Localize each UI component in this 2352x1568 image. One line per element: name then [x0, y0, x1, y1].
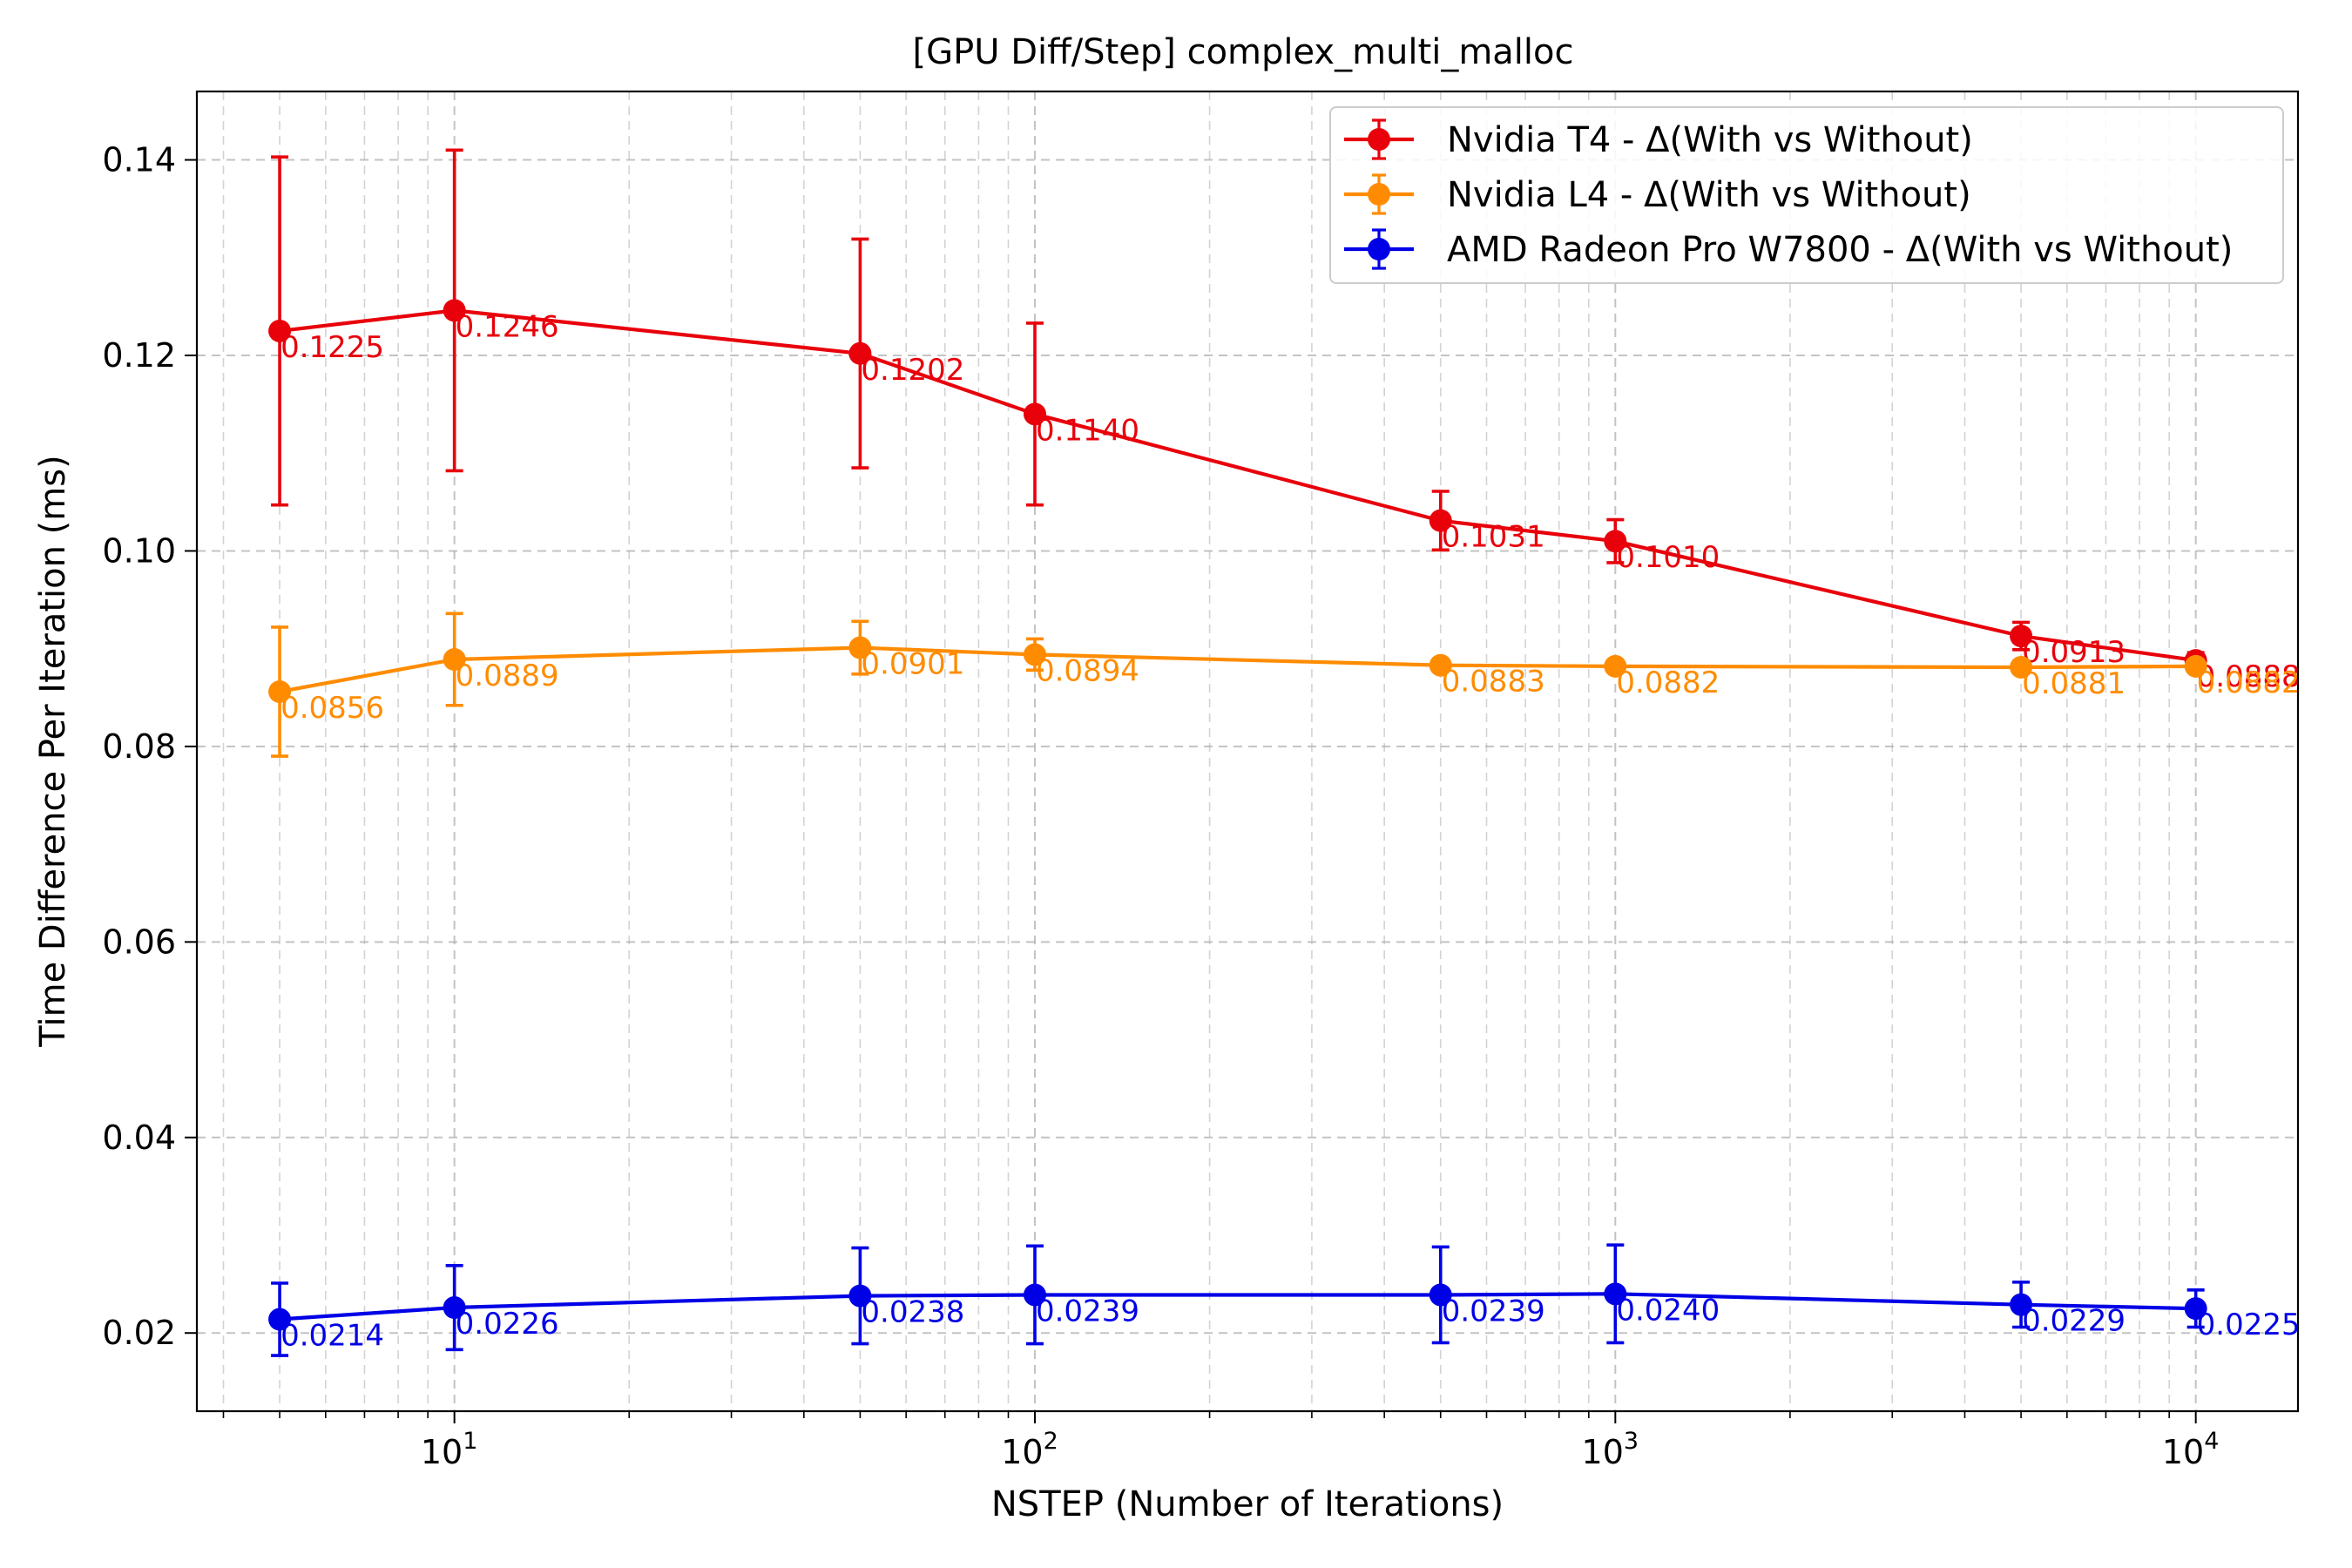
legend-entry: AMD Radeon Pro W7800 - Δ(With vs Without… [1344, 228, 2233, 270]
data-label: 0.1010 [1616, 540, 1720, 575]
data-label: 0.0882 [1616, 666, 1720, 700]
data-label: 0.0239 [1036, 1294, 1139, 1328]
y-tick-label: 0.12 [102, 336, 176, 375]
data-label: 0.0889 [456, 659, 559, 693]
legend-label: AMD Radeon Pro W7800 - Δ(With vs Without… [1447, 230, 2233, 270]
data-point [1604, 530, 1627, 553]
data-point [1023, 1283, 1046, 1307]
data-label: 0.1202 [861, 353, 964, 388]
data-point [848, 1284, 872, 1308]
legend: Nvidia T4 - Δ(With vs Without) Nvidia L4 … [1329, 106, 2284, 284]
legend-marker [1368, 183, 1390, 206]
data-label: 0.0214 [280, 1319, 384, 1354]
y-tick-label: 0.04 [102, 1119, 176, 1157]
chart-title: [GPU Diff/Step] complex_multi_malloc [913, 32, 1574, 72]
x-tick-label: 104 [2162, 1428, 2220, 1471]
series-line [279, 308, 2196, 663]
data-point [2010, 655, 2033, 679]
data-point [443, 648, 466, 672]
data-label: 0.0883 [1442, 665, 1545, 700]
y-tick-label: 0.08 [102, 727, 176, 766]
data-point [1604, 654, 1627, 678]
data-label: 0.0894 [1036, 653, 1139, 688]
y-axis-label: Time Difference Per Iteration (ms) [33, 455, 73, 1047]
data-label: 0.0882 [2197, 666, 2301, 700]
legend-label: Nvidia T4 - Δ(With vs Without) [1447, 120, 1973, 160]
data-point [848, 636, 872, 659]
data-point [2010, 1293, 2033, 1316]
data-label: 0.0238 [861, 1295, 964, 1330]
data-point [1429, 653, 1452, 677]
legend-entry: Nvidia L4 - Δ(With vs Without) [1344, 173, 1971, 215]
data-label: 0.0229 [2022, 1304, 2126, 1339]
y-tick-label: 0.06 [102, 923, 176, 961]
data-point [1604, 1282, 1627, 1306]
x-tick-label: 102 [1001, 1428, 1058, 1471]
legend-marker [1368, 128, 1390, 151]
data-point [268, 1308, 292, 1331]
data-point [2184, 654, 2207, 678]
data-point [1429, 509, 1452, 532]
data-label: 0.0888 [2197, 659, 2301, 694]
series-line [279, 1292, 2196, 1321]
x-tick-label-base: 10 [1001, 1433, 1043, 1471]
grid [197, 91, 2298, 1411]
legend-entry: Nvidia T4 - Δ(With vs Without) [1344, 118, 1973, 160]
legend-label: Nvidia L4 - Δ(With vs Without) [1447, 175, 1971, 215]
data-label: 0.1140 [1036, 413, 1139, 448]
data-label: 0.0856 [280, 691, 384, 726]
x-tick-label-base: 10 [421, 1433, 463, 1471]
series-line [279, 645, 2196, 694]
y-tick-label: 0.10 [102, 531, 176, 570]
data-point [268, 680, 292, 704]
data-label: 0.0240 [1616, 1293, 1720, 1328]
data-label: 0.0226 [456, 1307, 559, 1342]
x-tick-label: 101 [421, 1428, 478, 1471]
data-point [1023, 643, 1046, 666]
data-point [848, 341, 872, 365]
series-2: 0.0214 0.0226 0.0238 0.0239 0.0239 0.0240 0.02… [268, 1243, 2301, 1357]
data-label: 0.1225 [280, 330, 384, 365]
x-tick-label-exponent: 1 [463, 1428, 477, 1455]
data-label: 0.0913 [2022, 635, 2126, 670]
x-tick-label-exponent: 3 [1624, 1428, 1639, 1455]
y-tick-label: 0.14 [102, 141, 176, 179]
x-tick-label-base: 10 [2162, 1433, 2204, 1471]
x-tick-label-base: 10 [1582, 1433, 1624, 1471]
x-axis-label: NSTEP (Number of Iterations) [991, 1484, 1504, 1524]
legend-marker [1368, 238, 1390, 260]
data-label: 0.1031 [1442, 520, 1545, 555]
data-point [2010, 625, 2033, 648]
series-0: 0.1225 0.1246 0.1202 0.1140 0.1031 0.1010 0.09… [268, 148, 2301, 694]
data-point [443, 1296, 466, 1320]
data-point [443, 299, 466, 322]
data-label: 0.0239 [1442, 1294, 1545, 1328]
data-label: 0.1246 [456, 309, 559, 344]
data-point [2184, 1297, 2207, 1321]
series-layer: 0.1225 0.1246 0.1202 0.1140 0.1031 0.1010 0.09… [268, 148, 2301, 1357]
data-label: 0.0901 [861, 647, 964, 682]
data-label: 0.0881 [2022, 666, 2126, 701]
y-tick-label: 0.02 [102, 1314, 176, 1352]
x-tick-label-exponent: 2 [1044, 1428, 1058, 1455]
legend-box [1329, 106, 2284, 284]
data-point [1429, 1283, 1452, 1307]
data-point [1023, 402, 1046, 426]
x-tick-label: 103 [1582, 1428, 1639, 1471]
data-point [268, 319, 292, 342]
data-label: 0.0225 [2197, 1308, 2301, 1342]
x-tick-label-exponent: 4 [2204, 1428, 2219, 1455]
plot-frame [195, 90, 2300, 1413]
